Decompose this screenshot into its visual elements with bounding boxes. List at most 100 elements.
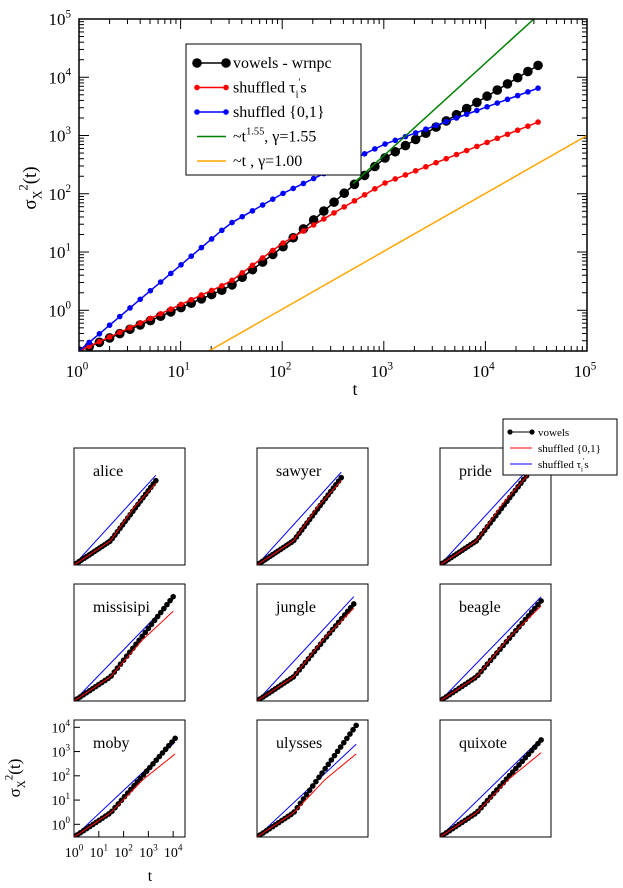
- series-point-1: [137, 320, 144, 326]
- panel-title: quixote: [459, 735, 507, 752]
- panel-vowels-point: [319, 770, 325, 776]
- series-point-1: [280, 240, 286, 246]
- legend-label: vowels - wrnpc: [233, 55, 332, 72]
- panel-title: moby: [93, 735, 129, 752]
- series-point-2: [229, 219, 235, 226]
- panel-title: pride: [459, 463, 492, 480]
- panel-x-axis-label: t: [148, 868, 153, 885]
- y-tick-label: 103: [48, 125, 71, 146]
- series-point-0: [339, 188, 350, 199]
- series-point-1: [127, 324, 133, 331]
- series-point-1: [168, 306, 174, 312]
- series-point-1: [443, 155, 450, 162]
- series-point-2: [249, 208, 256, 214]
- series-point-0: [410, 134, 421, 145]
- panel-frame: [73, 719, 186, 838]
- series-point-1: [259, 255, 266, 261]
- series-point-0: [461, 103, 472, 114]
- series-point-2: [514, 92, 521, 99]
- data-layer: [79, 19, 587, 351]
- series-point-0: [421, 128, 431, 139]
- series-point-2: [96, 330, 103, 337]
- series-point-0: [390, 146, 401, 157]
- series-point-0: [502, 79, 513, 89]
- legend-swatch-point: [194, 84, 200, 91]
- panel-vowels-point: [167, 597, 173, 604]
- panel-vowels-point: [142, 629, 149, 636]
- x-tick-label: 103: [371, 360, 394, 381]
- panel-vowels-point: [538, 598, 544, 604]
- panel-vowels-point: [340, 739, 347, 746]
- series-point-1: [157, 310, 164, 317]
- series-point-2: [484, 103, 490, 110]
- panel-vowels-point: [328, 757, 335, 763]
- series-point-1: [494, 135, 501, 142]
- x-axis-label: t: [352, 379, 357, 399]
- series-point-1: [321, 216, 327, 222]
- series-point-2: [504, 96, 511, 103]
- panel-legend-box: [502, 418, 618, 476]
- panel-vowels-point: [115, 801, 122, 807]
- series-point-2: [208, 236, 215, 242]
- panel-y-axis-label: σX2(t): [3, 759, 28, 798]
- panel-frame: [439, 447, 552, 566]
- panel-y-tick-label: 101: [51, 791, 70, 809]
- series-point-1: [341, 204, 348, 210]
- x-tick-label: 104: [472, 360, 495, 381]
- panel-vowels-point: [145, 625, 152, 632]
- series-point-1: [402, 172, 409, 178]
- series-point-0: [533, 60, 543, 71]
- panel-blue-line: [440, 738, 542, 837]
- panel-frame: [256, 719, 369, 838]
- series-point-1: [239, 270, 246, 276]
- panel-vowels-point: [316, 774, 322, 781]
- main-log-log-chart: 100 101 102 103 104 105 100 101 102 103 104 105 vowe…: [16, 8, 596, 399]
- panel-title: alice: [93, 463, 123, 480]
- panel-vowels-point: [164, 601, 170, 608]
- panel-legend: vowels shuffled {0,1} shuffled τi's: [502, 418, 618, 476]
- panel-vowels-point: [154, 613, 161, 620]
- panel-data: [257, 471, 345, 565]
- panel-y-tick-label: 100: [51, 815, 70, 833]
- panel-frame: [73, 447, 186, 566]
- panel-blue-line: [440, 596, 542, 701]
- panel-vowels-point: [294, 804, 301, 811]
- series-point-2: [310, 175, 317, 182]
- panel-vowels-point: [143, 768, 150, 774]
- panel-vowels-point: [121, 793, 128, 800]
- series-point-1: [96, 338, 103, 345]
- panel-red-line: [257, 480, 342, 565]
- series-point-0: [400, 140, 411, 151]
- panel-quixote: quixote: [439, 719, 552, 838]
- panel-y-tick-label: 104: [51, 718, 70, 736]
- y-axis-label: σX2(t): [16, 166, 44, 209]
- panel-vowels-point: [151, 617, 158, 624]
- series-point-1: [351, 198, 358, 204]
- legend-label: ~t1.55, γ=1.55: [233, 126, 316, 145]
- series-point-2: [474, 107, 480, 114]
- panel-blue-line: [257, 596, 355, 701]
- series-point-0: [227, 280, 237, 290]
- series-point-1: [208, 287, 215, 294]
- panel-vowels-point: [350, 726, 356, 733]
- panel-x-tick-label: 101: [90, 843, 109, 861]
- legend-swatch-point: [221, 58, 231, 68]
- panel-vowels-point: [347, 731, 353, 737]
- panel-blue-line: [440, 467, 530, 565]
- panel-vowels-point: [147, 764, 153, 771]
- series-point-1: [484, 139, 490, 146]
- panel-vowels-point: [522, 616, 529, 623]
- panel-vowels-point: [303, 791, 310, 798]
- series-point-1: [229, 277, 235, 284]
- series-point-1: [290, 234, 297, 240]
- series-point-1: [372, 185, 378, 192]
- panel-vowels-point: [137, 775, 144, 782]
- y-tick-label: 102: [48, 183, 71, 204]
- series-point-0: [329, 197, 339, 207]
- panel-vowels-point: [538, 737, 544, 743]
- series-point-1: [525, 123, 531, 129]
- series-line-2: [79, 87, 539, 351]
- panel-x-tick-label: 103: [139, 843, 158, 861]
- legend-label: shuffled τi's: [233, 77, 307, 100]
- panel-legend-point: [529, 429, 535, 435]
